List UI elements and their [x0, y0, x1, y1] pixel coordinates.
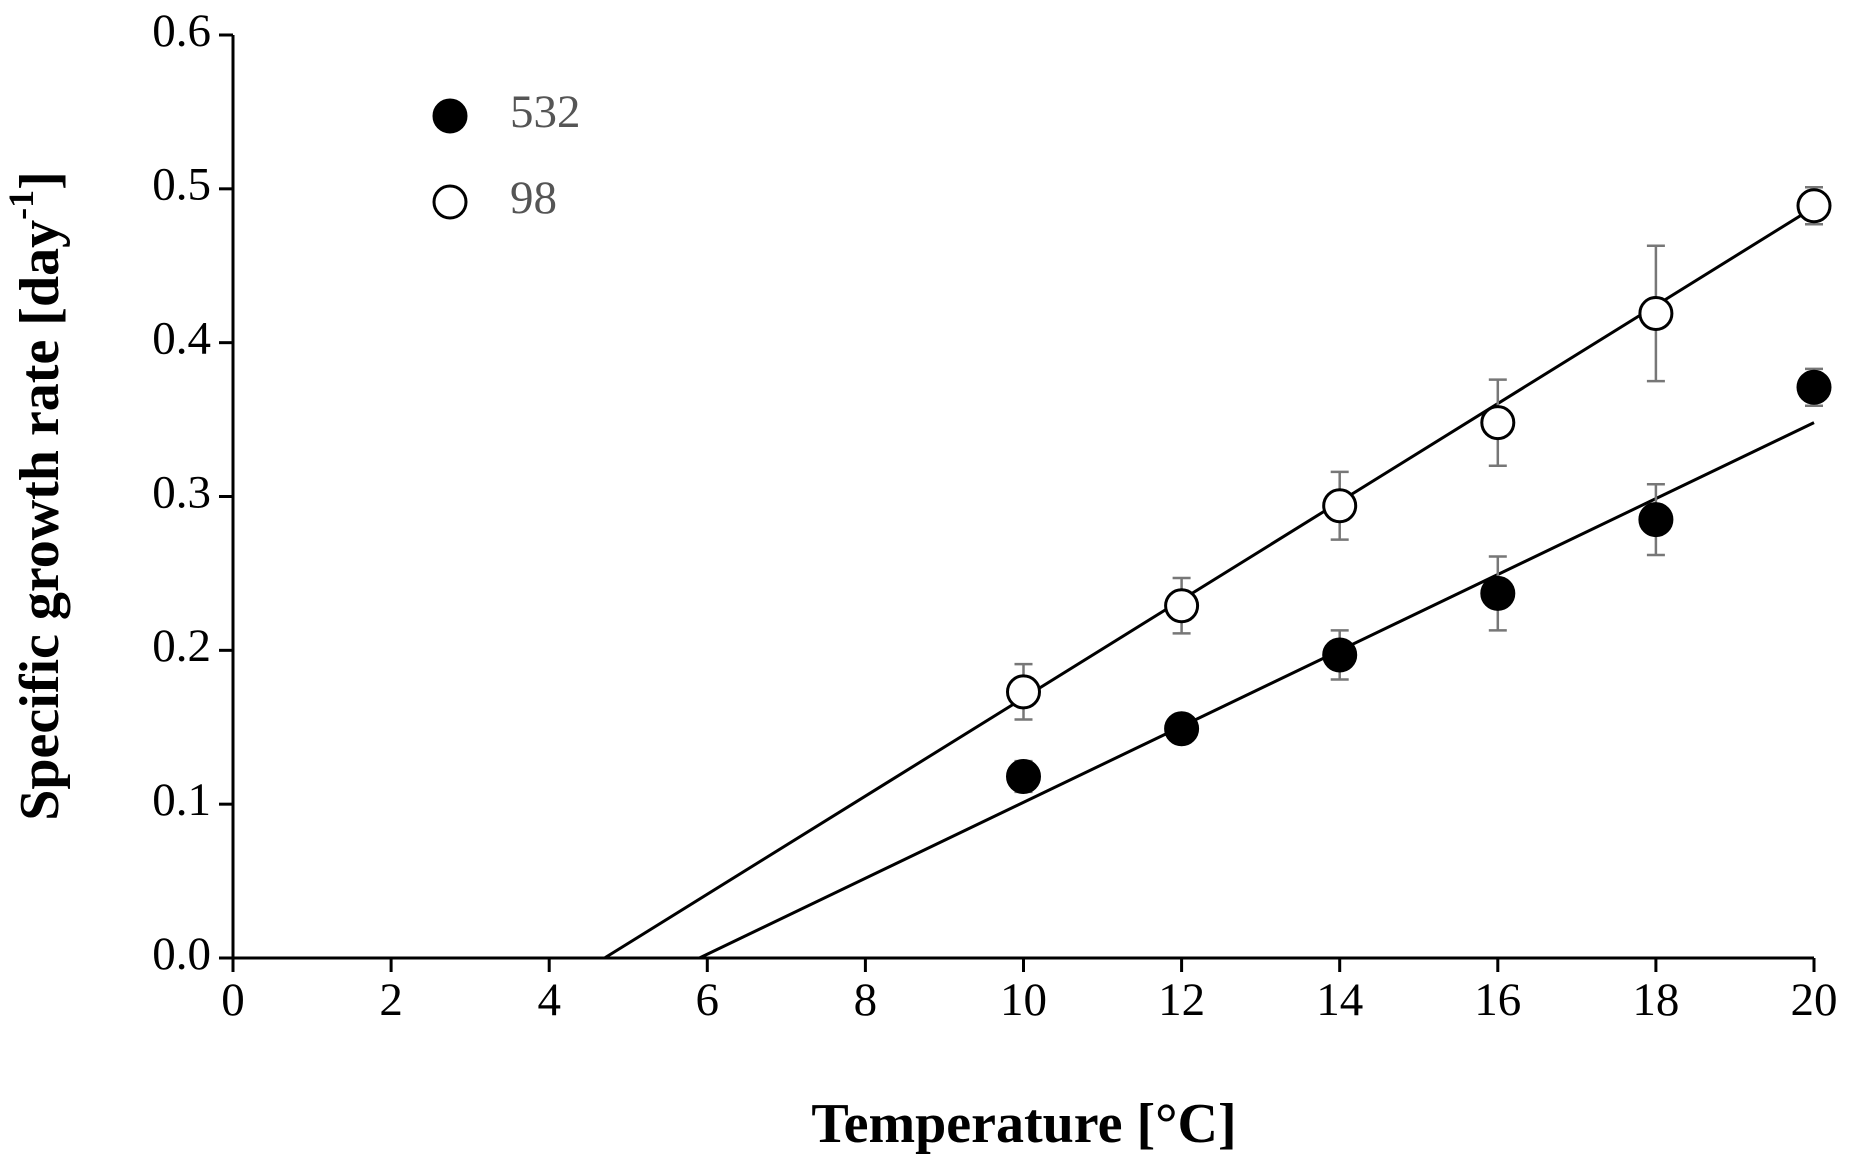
- trendline: [603, 206, 1815, 960]
- point: [1164, 711, 1200, 747]
- point: [1796, 188, 1832, 224]
- point: [1322, 488, 1358, 524]
- y-tick-label: 0.4: [152, 312, 211, 364]
- point: [1638, 502, 1674, 538]
- x-tick-label: 4: [537, 974, 561, 1026]
- point: [1006, 674, 1041, 710]
- y-axis-title-text: Specific growth rate [day: [9, 220, 71, 821]
- legend-label: 98: [510, 172, 557, 224]
- x-tick-label: 10: [1000, 974, 1047, 1026]
- point: [1480, 405, 1516, 441]
- point: [1006, 758, 1041, 794]
- point: [1796, 369, 1832, 405]
- y-tick-label: 0.6: [152, 5, 211, 57]
- x-tick-label: 0: [221, 974, 245, 1026]
- y-tick-label: 0.5: [152, 159, 211, 211]
- y-tick-label: 0.3: [152, 466, 211, 518]
- x-tick-label: 12: [1158, 974, 1205, 1026]
- y-axis-title-sup: -1: [1, 190, 41, 220]
- point: [1480, 575, 1516, 611]
- x-tick-label: 8: [854, 974, 878, 1026]
- legend-label: 532: [510, 86, 581, 138]
- y-tick-label: 0.1: [152, 774, 211, 826]
- x-tick-label: 2: [379, 974, 403, 1026]
- x-tick-label: 6: [696, 974, 720, 1026]
- legend-marker: [432, 184, 468, 220]
- y-tick-label: 0.2: [152, 620, 211, 672]
- trendline: [698, 421, 1815, 960]
- x-tick-label: 20: [1791, 974, 1838, 1026]
- point: [1164, 588, 1200, 624]
- y-axis-title: Specific growth rate [day-1]: [1, 171, 71, 821]
- x-axis-title: Temperature [°C]: [811, 1093, 1236, 1155]
- point: [1638, 295, 1674, 331]
- point: [1322, 637, 1358, 673]
- legend-marker: [432, 98, 468, 134]
- x-tick-label: 18: [1632, 974, 1679, 1026]
- y-tick-label: 0.0: [152, 928, 211, 980]
- x-tick-label: 16: [1474, 974, 1521, 1026]
- y-axis-title-end: ]: [9, 171, 71, 190]
- x-tick-label: 14: [1316, 974, 1363, 1026]
